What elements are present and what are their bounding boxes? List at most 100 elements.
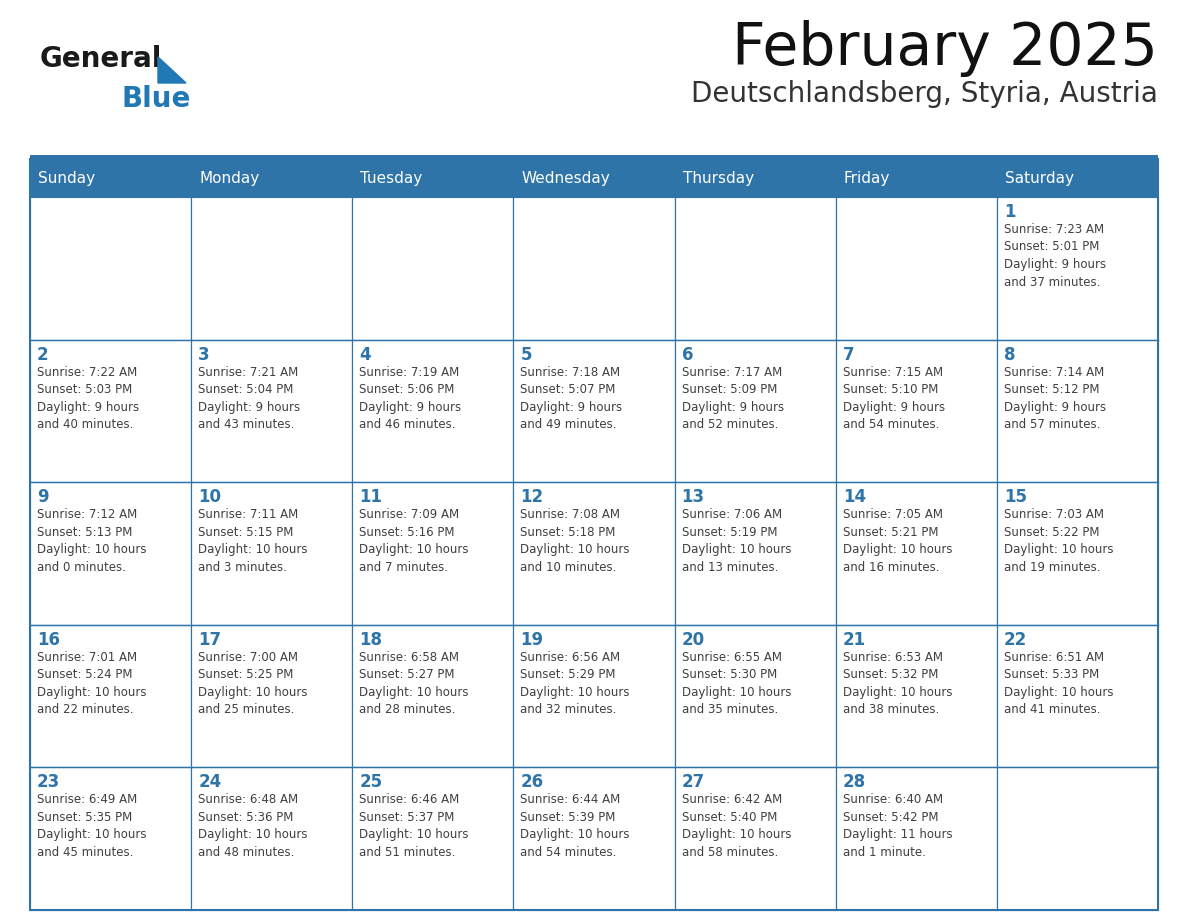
Text: Sunrise: 7:09 AM
Sunset: 5:16 PM
Daylight: 10 hours
and 7 minutes.: Sunrise: 7:09 AM Sunset: 5:16 PM Dayligh… [359,509,469,574]
Text: Sunrise: 7:21 AM
Sunset: 5:04 PM
Daylight: 9 hours
and 43 minutes.: Sunrise: 7:21 AM Sunset: 5:04 PM Dayligh… [198,365,301,431]
Text: Sunrise: 6:48 AM
Sunset: 5:36 PM
Daylight: 10 hours
and 48 minutes.: Sunrise: 6:48 AM Sunset: 5:36 PM Dayligh… [198,793,308,859]
Text: General: General [40,45,163,73]
Bar [30,767,191,910]
Text: Sunrise: 7:14 AM
Sunset: 5:12 PM
Daylight: 9 hours
and 57 minutes.: Sunrise: 7:14 AM Sunset: 5:12 PM Dayligh… [1004,365,1106,431]
Text: Saturday: Saturday [1005,171,1074,185]
Bar [513,625,675,767]
Text: 24: 24 [198,773,221,791]
Text: Sunrise: 7:03 AM
Sunset: 5:22 PM
Daylight: 10 hours
and 19 minutes.: Sunrise: 7:03 AM Sunset: 5:22 PM Dayligh… [1004,509,1113,574]
Text: 4: 4 [359,345,371,364]
Text: 16: 16 [37,631,61,649]
Text: Sunrise: 7:06 AM
Sunset: 5:19 PM
Daylight: 10 hours
and 13 minutes.: Sunrise: 7:06 AM Sunset: 5:19 PM Dayligh… [682,509,791,574]
Bar [30,197,191,340]
Polygon shape [158,57,187,83]
Text: Sunrise: 7:15 AM
Sunset: 5:10 PM
Daylight: 9 hours
and 54 minutes.: Sunrise: 7:15 AM Sunset: 5:10 PM Dayligh… [842,365,944,431]
Bar [353,197,513,340]
Text: 25: 25 [359,773,383,791]
Text: 21: 21 [842,631,866,649]
Text: Sunrise: 6:44 AM
Sunset: 5:39 PM
Daylight: 10 hours
and 54 minutes.: Sunrise: 6:44 AM Sunset: 5:39 PM Dayligh… [520,793,630,859]
Bar [513,767,675,910]
Text: Sunrise: 7:12 AM
Sunset: 5:13 PM
Daylight: 10 hours
and 0 minutes.: Sunrise: 7:12 AM Sunset: 5:13 PM Dayligh… [37,509,146,574]
Text: 28: 28 [842,773,866,791]
Text: 15: 15 [1004,488,1026,506]
Text: 18: 18 [359,631,383,649]
Text: Sunrise: 7:01 AM
Sunset: 5:24 PM
Daylight: 10 hours
and 22 minutes.: Sunrise: 7:01 AM Sunset: 5:24 PM Dayligh… [37,651,146,716]
Text: 19: 19 [520,631,544,649]
Text: Tuesday: Tuesday [360,171,423,185]
Text: 2: 2 [37,345,49,364]
Bar [191,625,353,767]
Text: 27: 27 [682,773,704,791]
Bar [997,482,1158,625]
Bar [353,340,513,482]
Text: Wednesday: Wednesday [522,171,611,185]
Text: 1: 1 [1004,203,1016,221]
Text: 8: 8 [1004,345,1016,364]
Bar [675,767,835,910]
Bar [191,482,353,625]
Text: 22: 22 [1004,631,1028,649]
Text: Sunrise: 6:55 AM
Sunset: 5:30 PM
Daylight: 10 hours
and 35 minutes.: Sunrise: 6:55 AM Sunset: 5:30 PM Dayligh… [682,651,791,716]
Text: Sunrise: 6:46 AM
Sunset: 5:37 PM
Daylight: 10 hours
and 51 minutes.: Sunrise: 6:46 AM Sunset: 5:37 PM Dayligh… [359,793,469,859]
Bar [30,159,1158,197]
Bar [675,197,835,340]
Text: 10: 10 [198,488,221,506]
Bar [30,482,191,625]
Text: Monday: Monday [200,171,259,185]
Text: Sunrise: 7:19 AM
Sunset: 5:06 PM
Daylight: 9 hours
and 46 minutes.: Sunrise: 7:19 AM Sunset: 5:06 PM Dayligh… [359,365,461,431]
Text: Sunrise: 6:49 AM
Sunset: 5:35 PM
Daylight: 10 hours
and 45 minutes.: Sunrise: 6:49 AM Sunset: 5:35 PM Dayligh… [37,793,146,859]
Bar [997,625,1158,767]
Bar [191,340,353,482]
Text: 11: 11 [359,488,383,506]
Bar [30,159,1158,910]
Bar [353,767,513,910]
Text: Sunrise: 6:40 AM
Sunset: 5:42 PM
Daylight: 11 hours
and 1 minute.: Sunrise: 6:40 AM Sunset: 5:42 PM Dayligh… [842,793,953,859]
Text: Sunrise: 7:00 AM
Sunset: 5:25 PM
Daylight: 10 hours
and 25 minutes.: Sunrise: 7:00 AM Sunset: 5:25 PM Dayligh… [198,651,308,716]
Text: Sunrise: 7:22 AM
Sunset: 5:03 PM
Daylight: 9 hours
and 40 minutes.: Sunrise: 7:22 AM Sunset: 5:03 PM Dayligh… [37,365,139,431]
Text: 5: 5 [520,345,532,364]
Bar [353,482,513,625]
Text: 17: 17 [198,631,221,649]
Bar [513,482,675,625]
Bar [835,625,997,767]
Bar [675,482,835,625]
Text: 13: 13 [682,488,704,506]
Bar [30,340,191,482]
Text: 9: 9 [37,488,49,506]
Text: Sunrise: 7:11 AM
Sunset: 5:15 PM
Daylight: 10 hours
and 3 minutes.: Sunrise: 7:11 AM Sunset: 5:15 PM Dayligh… [198,509,308,574]
Text: Sunrise: 7:05 AM
Sunset: 5:21 PM
Daylight: 10 hours
and 16 minutes.: Sunrise: 7:05 AM Sunset: 5:21 PM Dayligh… [842,509,953,574]
Bar [513,340,675,482]
Text: Thursday: Thursday [683,171,753,185]
Text: 6: 6 [682,345,693,364]
Bar [835,767,997,910]
Text: 3: 3 [198,345,210,364]
Bar [353,625,513,767]
Text: Friday: Friday [843,171,890,185]
Text: Sunrise: 7:23 AM
Sunset: 5:01 PM
Daylight: 9 hours
and 37 minutes.: Sunrise: 7:23 AM Sunset: 5:01 PM Dayligh… [1004,223,1106,288]
Text: 7: 7 [842,345,854,364]
Text: Sunrise: 7:18 AM
Sunset: 5:07 PM
Daylight: 9 hours
and 49 minutes.: Sunrise: 7:18 AM Sunset: 5:07 PM Dayligh… [520,365,623,431]
Bar [835,482,997,625]
Bar [997,340,1158,482]
Bar [835,197,997,340]
Bar [997,197,1158,340]
Text: Sunrise: 6:53 AM
Sunset: 5:32 PM
Daylight: 10 hours
and 38 minutes.: Sunrise: 6:53 AM Sunset: 5:32 PM Dayligh… [842,651,953,716]
Text: Sunrise: 6:42 AM
Sunset: 5:40 PM
Daylight: 10 hours
and 58 minutes.: Sunrise: 6:42 AM Sunset: 5:40 PM Dayligh… [682,793,791,859]
Bar [675,340,835,482]
Bar [513,197,675,340]
Bar [30,155,1158,159]
Bar [997,767,1158,910]
Text: 14: 14 [842,488,866,506]
Bar [191,767,353,910]
Text: Sunrise: 6:56 AM
Sunset: 5:29 PM
Daylight: 10 hours
and 32 minutes.: Sunrise: 6:56 AM Sunset: 5:29 PM Dayligh… [520,651,630,716]
Text: 26: 26 [520,773,544,791]
Text: 20: 20 [682,631,704,649]
Text: 12: 12 [520,488,544,506]
Bar [835,340,997,482]
Text: February 2025: February 2025 [732,20,1158,77]
Text: Sunrise: 7:08 AM
Sunset: 5:18 PM
Daylight: 10 hours
and 10 minutes.: Sunrise: 7:08 AM Sunset: 5:18 PM Dayligh… [520,509,630,574]
Bar [30,625,191,767]
Text: Sunday: Sunday [38,171,95,185]
Text: Deutschlandsberg, Styria, Austria: Deutschlandsberg, Styria, Austria [691,80,1158,108]
Text: Sunrise: 6:51 AM
Sunset: 5:33 PM
Daylight: 10 hours
and 41 minutes.: Sunrise: 6:51 AM Sunset: 5:33 PM Dayligh… [1004,651,1113,716]
